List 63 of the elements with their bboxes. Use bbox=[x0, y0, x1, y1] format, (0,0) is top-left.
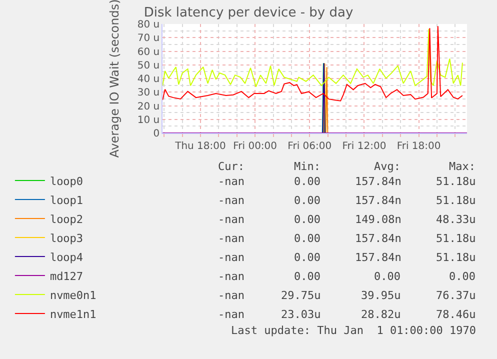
y-tick-label: 20 u bbox=[137, 101, 160, 112]
line-series bbox=[162, 28, 463, 88]
text: 157.84n bbox=[355, 232, 402, 245]
text: Avg: bbox=[374, 160, 400, 173]
chart-title: Disk latency per device - by day bbox=[144, 6, 354, 21]
y-axis-title: Average IO Wait (seconds) bbox=[108, 0, 122, 158]
text: -nan bbox=[218, 308, 244, 321]
text: 0.00 bbox=[294, 232, 320, 245]
text: -nan bbox=[218, 213, 244, 226]
y-tick-label: 30 u bbox=[137, 88, 160, 99]
text: 157.84n bbox=[355, 175, 402, 188]
text: 51.18u bbox=[436, 251, 476, 264]
text: Cur: bbox=[218, 160, 244, 173]
legend-label: loop1 bbox=[50, 194, 84, 207]
y-tick-label: 70 u bbox=[137, 33, 160, 44]
text: -nan bbox=[218, 251, 244, 264]
text: 39.95u bbox=[361, 289, 401, 302]
x-tick-label: Fri 06:00 bbox=[288, 141, 332, 152]
x-tick-label: Thu 18:00 bbox=[174, 141, 226, 152]
text: 0.00 bbox=[294, 270, 320, 283]
legend-label: md127 bbox=[50, 270, 84, 283]
text: 23.03u bbox=[281, 308, 321, 321]
y-tick-label: 0 bbox=[153, 128, 160, 140]
legend-label: loop3 bbox=[50, 232, 84, 245]
legend-label: loop2 bbox=[50, 212, 84, 226]
text: -nan bbox=[218, 270, 244, 283]
y-tick-label: 50 u bbox=[137, 60, 160, 72]
y-tick-label: 10 u bbox=[137, 114, 160, 126]
text: -nan bbox=[218, 175, 244, 188]
x-tick-label: Fri 12:00 bbox=[342, 141, 386, 152]
text: 0.00 bbox=[294, 213, 320, 226]
y-tick-label: 40 u bbox=[137, 74, 160, 85]
x-tick-label: Fri 18:00 bbox=[396, 141, 441, 152]
legend-label: loop4 bbox=[50, 250, 84, 264]
text: 0.00 bbox=[449, 270, 476, 283]
text: -nan bbox=[218, 289, 244, 302]
text: Min: bbox=[294, 160, 320, 173]
text: -nan bbox=[218, 194, 244, 207]
text: -nan bbox=[218, 232, 244, 245]
text: 51.18u bbox=[436, 232, 476, 245]
text: 0.00 bbox=[374, 270, 400, 283]
text: 76.37u bbox=[436, 289, 476, 302]
text: 149.08n bbox=[355, 213, 402, 226]
text: 0.00 bbox=[294, 175, 320, 188]
text: 29.75u bbox=[281, 289, 321, 302]
x-tick-label: Fri 00:00 bbox=[233, 141, 278, 152]
text: 0.00 bbox=[294, 194, 320, 207]
y-tick-label: 60 u bbox=[137, 46, 160, 58]
text: 157.84n bbox=[355, 194, 402, 207]
text: 48.33u bbox=[436, 213, 476, 226]
text: 28.82u bbox=[361, 308, 401, 321]
text: 157.84n bbox=[355, 251, 402, 264]
text: 78.46u bbox=[436, 308, 476, 321]
line-series bbox=[162, 26, 463, 102]
y-tick-label: 80 u bbox=[137, 20, 160, 30]
text: 0.00 bbox=[294, 251, 320, 264]
text: Max: bbox=[449, 160, 476, 173]
text: 51.18u bbox=[436, 175, 476, 188]
text: Last update: Thu Jan 1 01:00:00 1970 bbox=[231, 324, 476, 337]
legend-label: loop0 bbox=[50, 174, 84, 188]
legend-label: nvme1n1 bbox=[50, 308, 96, 321]
legend-label: nvme0n1 bbox=[50, 288, 96, 302]
text: 51.18u bbox=[436, 194, 476, 207]
